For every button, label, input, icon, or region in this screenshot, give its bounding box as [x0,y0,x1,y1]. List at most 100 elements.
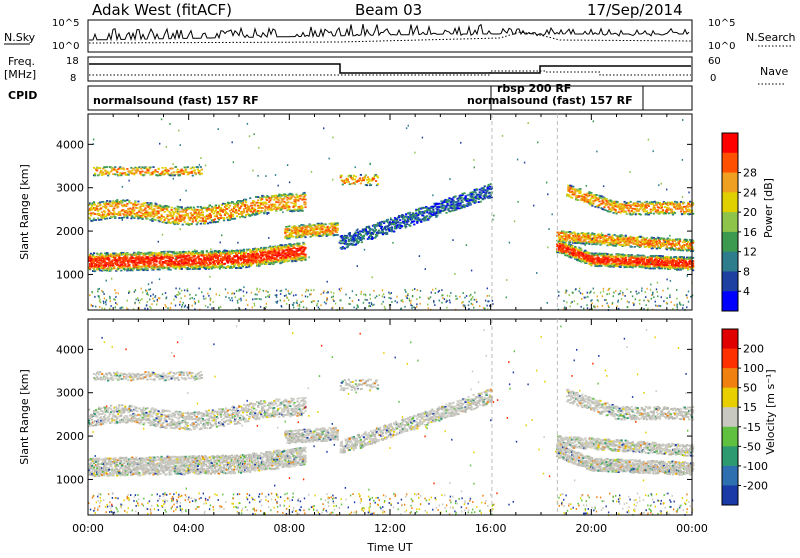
echo-point [173,214,175,216]
echo-point [128,202,130,204]
echo-point [113,169,115,171]
echo-point [179,217,181,219]
echo-point [123,257,125,259]
echo-point [151,173,153,175]
echo-point [457,205,459,207]
echo-point [190,212,192,214]
echo-point [114,216,116,218]
echo-point [295,248,297,250]
echo-point [252,211,254,213]
echo-point [162,167,164,169]
echo-point [367,233,369,235]
echo-point [302,242,304,244]
echo-point [301,246,303,248]
echo-point [282,208,284,210]
echo-point [177,266,179,268]
echo-point [360,234,362,236]
echo-point [391,231,393,233]
echo-point [220,254,222,256]
echo-point [593,260,595,262]
echo-point [438,203,440,205]
echo-point [136,167,138,169]
echo-point [146,218,148,220]
echo-point [118,211,120,213]
echo-point [256,255,258,257]
echo-point [595,253,597,255]
echo-point [97,210,99,212]
echo-point [101,211,103,213]
echo-point [116,199,118,201]
echo-point [151,259,153,261]
echo-point [265,247,267,249]
echo-point [226,208,228,210]
echo-point [187,166,189,168]
echo-point [262,252,264,254]
echo-point [141,266,143,268]
cpid-label: CPID [8,89,37,102]
echo-point [254,204,256,206]
echo-point [166,205,168,207]
echo-point [176,216,178,218]
echo-point [90,213,92,215]
echo-point [564,254,566,256]
echo-point [108,258,110,260]
echo-point [259,207,261,209]
echo-point [283,250,285,252]
echo-point [280,262,282,264]
echo-point [261,210,263,212]
echo-point [236,249,238,251]
echo-point [151,218,153,220]
echo-point [143,209,145,211]
echo-point [186,255,188,257]
echo-point [347,246,349,248]
echo-point [354,179,356,181]
echo-point [378,230,380,232]
echo-point [266,199,268,201]
echo-point [123,169,125,171]
echo-point [243,211,245,213]
echo-point [94,173,96,175]
echo-point [597,265,599,267]
echo-point [260,203,262,205]
echo-point [301,210,303,212]
echo-point [309,233,311,235]
echo-point [110,253,112,255]
echo-point [479,191,481,193]
echo-point [175,166,177,168]
echo-point [164,211,166,213]
echo-point [199,220,201,222]
echo-point [367,176,369,178]
echo-point [304,255,306,257]
echo-point [409,225,411,227]
echo-point [319,235,321,237]
echo-point [149,262,151,264]
nsky-panel: N.Sky 10^5 10^0 10^5 10^0 N.Search [4,18,796,52]
echo-point [241,252,243,254]
echo-point [279,254,281,256]
echo-point [126,217,128,219]
echo-point [375,180,377,182]
echo-point [201,169,203,171]
echo-point [253,208,255,210]
echo-point [443,201,445,203]
echo-point [96,262,98,264]
echo-point [272,246,274,248]
echo-point [286,238,288,240]
echo-point [144,207,146,209]
echo-point [112,263,114,265]
echo-point [361,241,363,243]
echo-point [379,232,381,234]
echo-point [303,243,305,245]
echo-point [116,171,118,173]
echo-point [140,174,142,176]
echo-point [145,253,147,255]
echo-point [243,208,245,210]
echo-point [256,202,258,204]
echo-point [138,211,140,213]
echo-point [257,257,259,259]
echo-point [346,235,348,237]
echo-point [226,250,228,252]
echo-point [345,240,347,242]
echo-point [440,200,442,202]
echo-point [139,217,141,219]
